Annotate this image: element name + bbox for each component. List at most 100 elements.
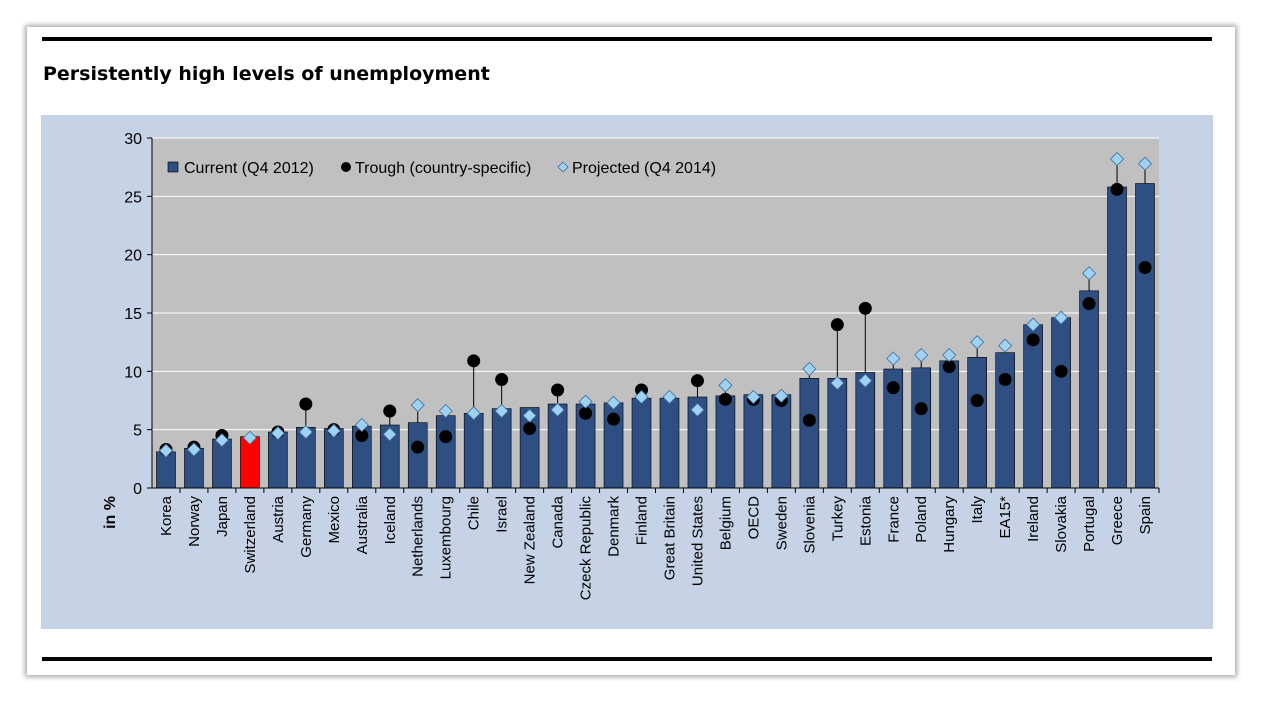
- x-tick-label: Slovakia: [1053, 495, 1070, 552]
- bar-spain: [1135, 183, 1155, 489]
- y-tick-label: 20: [124, 248, 142, 265]
- trough-marker-new-zealand: [523, 422, 537, 435]
- x-tick-label: Great Britain: [661, 496, 678, 580]
- bar-slovenia: [799, 378, 820, 489]
- x-tick-label: Estonia: [857, 495, 874, 546]
- projected-markers: [158, 151, 1153, 458]
- y-tick-label: 10: [124, 364, 142, 381]
- projected-marker-hungary: [942, 347, 957, 363]
- x-tick-label: Belgium: [717, 496, 734, 550]
- projected-marker-netherlands: [410, 398, 425, 413]
- bar-turkey: [827, 378, 848, 489]
- x-tick-label: France: [885, 496, 902, 543]
- x-tick-label: Switzerland: [242, 496, 259, 574]
- x-tick-label: Ireland: [1025, 496, 1042, 542]
- x-tick-label: Iceland: [382, 496, 399, 544]
- trough-marker-australia: [355, 429, 369, 442]
- x-tick-label: United States: [689, 496, 706, 586]
- projected-marker-norway: [186, 442, 202, 457]
- projected-marker-oecd: [746, 389, 761, 405]
- projected-marker-korea: [158, 443, 174, 458]
- projected-marker-portugal: [1082, 266, 1097, 281]
- trough-marker-estonia: [858, 301, 872, 315]
- y-tick-label: 30: [124, 131, 142, 148]
- x-tick-label: Australia: [354, 495, 371, 554]
- projected-marker-luxembourg: [438, 403, 453, 419]
- trough-marker-germany: [299, 397, 313, 411]
- x-tick-label: Sweden: [773, 496, 790, 550]
- x-tick-label: Netherlands: [410, 496, 427, 577]
- projected-marker-chile: [466, 406, 481, 421]
- x-tick-label: Japan: [214, 496, 231, 537]
- trough-marker-belgium: [718, 392, 732, 406]
- bar-slovakia: [1051, 317, 1071, 489]
- y-tick-label: 0: [133, 481, 142, 498]
- x-tick-label: Poland: [913, 496, 930, 543]
- bar-israel: [491, 408, 512, 489]
- x-tick-label: Spain: [1137, 496, 1154, 534]
- projected-marker-ireland: [1026, 317, 1041, 332]
- legend-projected-swatch: [557, 161, 569, 173]
- bar-belgium: [715, 395, 736, 489]
- projected-marker-canada: [550, 402, 565, 417]
- projected-marker-germany: [298, 424, 313, 440]
- bar-ireland: [1023, 324, 1043, 489]
- trough-marker-united-states: [690, 374, 704, 388]
- projected-marker-switzerland: [242, 430, 257, 445]
- x-tick-label: Slovenia: [801, 495, 818, 553]
- trough-marker-slovenia: [802, 413, 816, 427]
- bar-chile: [463, 413, 484, 489]
- x-tick-label: Greece: [1109, 496, 1126, 545]
- trough-marker-turkey: [830, 318, 844, 332]
- x-tick-label: Turkey: [829, 496, 846, 542]
- y-axis-label: in %: [102, 496, 119, 529]
- trough-marker-chile: [467, 354, 481, 368]
- projected-marker-sweden: [774, 388, 789, 403]
- x-tick-label: Norway: [186, 496, 203, 547]
- projected-marker-ea15: [998, 338, 1013, 353]
- projected-marker-japan: [214, 433, 229, 448]
- projected-marker-france: [886, 351, 901, 366]
- projected-marker-iceland: [382, 427, 397, 442]
- projected-marker-australia: [354, 417, 369, 433]
- trough-marker-czeck-republic: [579, 406, 593, 420]
- trough-marker-portugal: [1082, 297, 1096, 311]
- bar-portugal: [1079, 290, 1099, 489]
- projected-marker-belgium: [718, 378, 733, 393]
- trough-marker-canada: [551, 383, 565, 397]
- legend-trough-swatch: [341, 162, 351, 172]
- projected-marker-great-britain: [662, 389, 677, 405]
- x-tick-label: Denmark: [606, 496, 623, 557]
- legend-bar-swatch: [167, 161, 179, 173]
- projected-marker-new-zealand: [522, 408, 537, 423]
- projected-marker-turkey: [830, 375, 845, 391]
- x-tick-label: New Zealand: [522, 496, 539, 584]
- x-tick-label: Luxembourg: [438, 496, 455, 579]
- bar-oecd: [743, 394, 764, 489]
- x-tick-label: Italy: [969, 496, 986, 524]
- x-tick-label: Austria: [270, 495, 287, 542]
- bar-luxembourg: [435, 415, 456, 489]
- x-tick-labels: Korea Norway Japan Switzerland Austria German…: [158, 495, 1154, 600]
- x-tick-label: EA15*: [997, 496, 1014, 539]
- chart-title: Persistently high levels of unemployment: [43, 63, 490, 85]
- y-tick-label: 25: [124, 189, 142, 206]
- y-tick-label: 15: [124, 306, 142, 323]
- trough-marker-netherlands: [411, 440, 425, 454]
- axes: [147, 137, 1160, 493]
- bar-austria: [268, 431, 288, 489]
- bar-estonia: [855, 372, 876, 489]
- x-tick-label: OECD: [745, 496, 762, 540]
- legend-projected-label: Projected (Q4 2014): [572, 160, 716, 177]
- trough-marker-greece: [1110, 182, 1124, 196]
- projected-marker-finland: [634, 389, 649, 405]
- y-tick-label: 5: [133, 423, 142, 440]
- x-tick-label: Canada: [550, 495, 567, 548]
- legend-trough-label: Trough (country-specific): [355, 160, 531, 177]
- bar-finland: [631, 397, 652, 489]
- trough-marker-luxembourg: [439, 430, 453, 444]
- x-tick-label: Israel: [494, 496, 511, 533]
- x-tick-label: Mexico: [326, 496, 343, 544]
- bar-netherlands: [407, 422, 428, 489]
